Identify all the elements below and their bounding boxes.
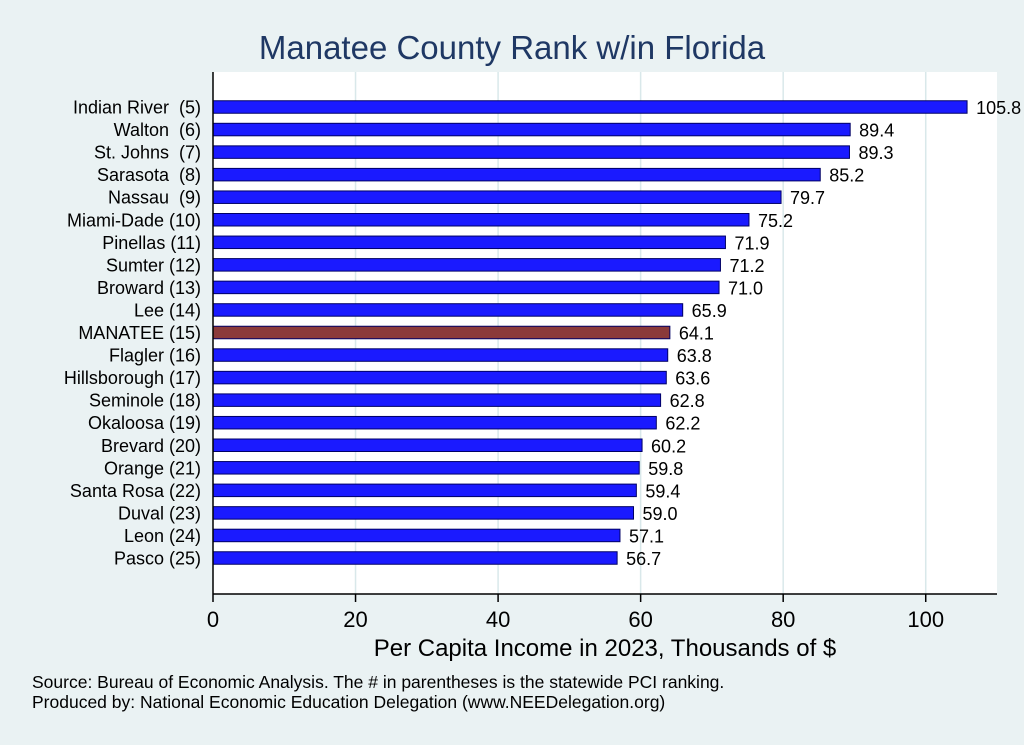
bar-13 — [212, 393, 662, 407]
bar-7 — [212, 258, 721, 272]
category-label-17: Santa Rosa (22) — [70, 481, 201, 501]
category-label-4: Nassau (9) — [108, 188, 201, 208]
value-labels: 105.8 89.489.3 85.279.7 75.271.9 71.271.065.… — [626, 98, 1021, 569]
value-label-15: 60.2 — [651, 436, 686, 456]
category-label-8: Broward (13) — [97, 278, 201, 298]
category-label-6: Pinellas (11) — [102, 233, 201, 253]
category-label-10: MANATEE (15) — [78, 323, 201, 343]
value-label-18: 59.0 — [643, 504, 678, 524]
value-label-7: 71.2 — [729, 256, 764, 276]
bar-12 — [212, 370, 667, 385]
bar-2 — [212, 145, 850, 159]
axes — [212, 72, 997, 595]
category-label-16: Orange (21) — [104, 458, 201, 478]
category-label-11: Flagler (16) — [109, 346, 201, 366]
category-label-7: Sumter (12) — [106, 255, 201, 275]
value-label-20: 56.7 — [626, 549, 661, 569]
bar-20 — [212, 551, 618, 565]
x-ticks: 0 20 40 60 80 100 — [207, 594, 944, 632]
value-label-9: 65.9 — [692, 301, 727, 321]
value-label-6: 71.9 — [734, 233, 769, 253]
bar-18 — [212, 506, 635, 520]
value-label-5: 75.2 — [758, 211, 793, 231]
value-label-19: 57.1 — [629, 526, 664, 546]
bar-5 — [212, 213, 750, 227]
category-label-5: Miami-Dade (10) — [67, 210, 201, 230]
category-label-1: Walton (6) — [114, 120, 201, 140]
bar-0 — [212, 100, 968, 114]
source-note: Source: Bureau of Economic Analysis. The… — [32, 672, 725, 692]
category-label-9: Lee (14) — [134, 300, 201, 320]
category-label-3: Sarasota (8) — [97, 165, 201, 185]
category-label-19: Leon (24) — [124, 526, 201, 546]
bar-1 — [212, 122, 851, 137]
value-label-3: 85.2 — [829, 166, 864, 186]
bar-9 — [212, 303, 684, 317]
x-tick-label-40: 40 — [486, 607, 510, 632]
bar-11 — [212, 348, 669, 362]
producer-note: Produced by: National Economic Education… — [32, 692, 666, 712]
bar-17 — [212, 483, 637, 498]
value-label-8: 71.0 — [728, 278, 763, 298]
category-label-0: Indian River (5) — [73, 98, 201, 118]
category-label-14: Okaloosa (19) — [88, 413, 201, 433]
bar-3 — [212, 167, 821, 182]
category-label-2: St. Johns (7) — [94, 143, 201, 163]
x-tick-label-100: 100 — [907, 607, 944, 632]
x-tick-label-0: 0 — [207, 607, 219, 632]
category-label-12: Hillsborough (17) — [64, 368, 201, 388]
bar-14 — [212, 415, 657, 430]
chart-title: Manatee County Rank w/in Florida — [259, 29, 766, 66]
x-tick-label-80: 80 — [771, 607, 795, 632]
bar-6 — [212, 235, 726, 250]
category-label-20: Pasco (25) — [114, 549, 201, 569]
value-label-1: 89.4 — [859, 121, 894, 141]
x-tick-label-20: 20 — [343, 607, 367, 632]
category-label-13: Seminole (18) — [89, 391, 201, 411]
value-label-10: 64.1 — [679, 324, 714, 344]
value-label-17: 59.4 — [645, 481, 680, 501]
value-label-13: 62.8 — [670, 391, 705, 411]
bar-10 — [212, 325, 671, 340]
bar-15 — [212, 438, 643, 452]
bar-8 — [212, 280, 720, 295]
category-label-15: Brevard (20) — [101, 436, 201, 456]
bars — [212, 100, 968, 565]
category-labels: Indian River (5)Walton (6)St. Johns (7)S… — [64, 98, 201, 569]
x-tick-label-60: 60 — [628, 607, 652, 632]
category-label-18: Duval (23) — [118, 503, 201, 523]
value-label-4: 79.7 — [790, 188, 825, 208]
bar-19 — [212, 528, 621, 543]
x-axis-title: Per Capita Income in 2023, Thousands of … — [374, 635, 837, 662]
bar-4 — [212, 190, 782, 204]
value-label-14: 62.2 — [665, 414, 700, 434]
value-label-16: 59.8 — [648, 459, 683, 479]
value-label-0: 105.8 — [976, 98, 1021, 118]
value-label-2: 89.3 — [858, 143, 893, 163]
value-label-11: 63.8 — [677, 346, 712, 366]
value-label-12: 63.6 — [675, 369, 710, 389]
bar-16 — [212, 461, 640, 475]
